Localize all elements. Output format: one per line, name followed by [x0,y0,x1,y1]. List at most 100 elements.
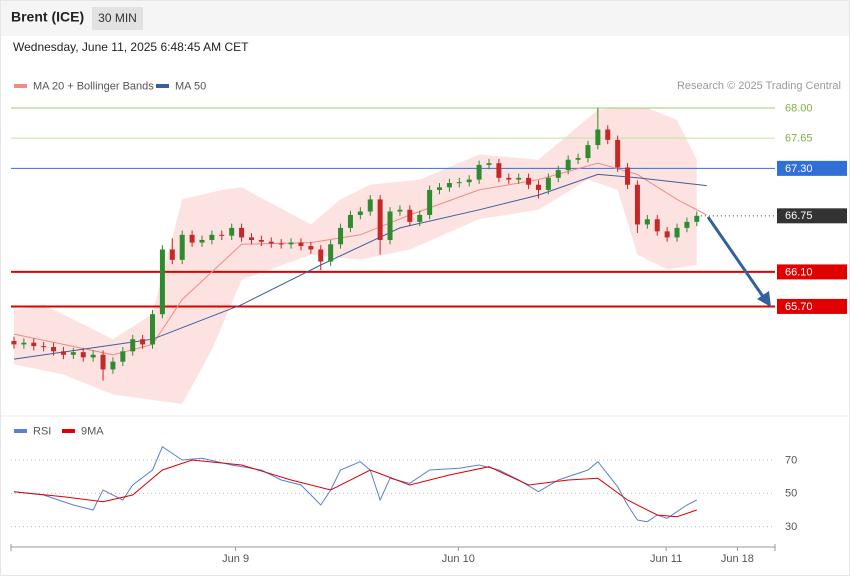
candle-body [545,177,551,190]
candle-body [575,158,581,160]
candle-body [516,177,522,180]
candle-body [377,199,383,240]
candle-body [150,314,156,345]
bollinger-band [14,107,697,405]
rsi-line [13,445,698,523]
rsi-line [13,459,697,518]
y-tick-label: 30 [785,521,797,533]
candle-body [209,234,215,240]
level-box [777,264,847,280]
candle-body [437,187,443,190]
candle-body [268,241,274,244]
candle-body [140,339,146,345]
candle-body [565,159,571,171]
legend-label: RSI [33,425,51,437]
candle-body [466,179,472,183]
candle-body [318,249,324,262]
candle-body [51,347,57,352]
legend-swatch [14,429,27,433]
candle-body [476,164,482,180]
candle-body [179,234,185,260]
candle-body [417,214,423,222]
level-box [777,160,847,176]
candle-body [90,354,96,358]
level-box [777,298,847,314]
candle-body [585,145,591,158]
candle-body [347,214,353,228]
candle-body [288,242,294,245]
candle-body [456,182,462,184]
candle-body [258,239,264,242]
candle-body [654,219,660,232]
candle-body [664,231,670,238]
candle-body [169,249,175,260]
candle-body [308,246,314,250]
forecast-arrow [706,216,766,299]
level-label: 65.70 [785,301,813,313]
candle-body [496,163,502,178]
candle-body [278,243,284,245]
candle-body [11,340,17,345]
candle-body [357,211,363,215]
candle-body [397,209,403,212]
y-tick-label: 50 [785,488,797,500]
candle-body [199,239,205,243]
timestamp: Wednesday, June 11, 2025 6:48:45 AM CET [13,40,249,54]
candle-body [486,163,492,165]
level-label: 67.65 [785,133,813,145]
x-tick-label: Jun 9 [222,553,249,565]
x-tick-label: Jun 11 [650,553,682,565]
candle-body [60,351,66,355]
candle-body [595,129,601,146]
title: Brent (ICE) [11,9,84,25]
candle-body [367,199,373,212]
timeframe: 30 MIN [98,11,137,25]
candle-body [446,183,452,188]
candle-body [674,227,680,238]
candle-body [189,234,195,243]
candle-body [239,227,245,238]
candle-body [684,221,690,228]
candle-body [526,177,532,185]
candle-body [407,209,413,222]
candle-body [298,242,304,247]
timeframe-box [92,7,143,30]
candle-body [644,219,650,225]
candle-body [219,234,225,236]
x-tick-label: Jun 18 [721,553,754,565]
legend-swatch [62,429,75,433]
forecast-arrowhead [757,291,771,307]
candle-body [70,352,76,355]
candle-body [229,227,235,236]
candle-body [634,184,640,225]
level-box [777,208,847,224]
level-label: 68.00 [785,102,813,114]
level-label: 66.10 [785,266,813,278]
candle-body [387,211,393,240]
candle-body [80,352,86,358]
candle-body [31,342,37,347]
candle-body [615,139,621,168]
overlay-line [13,162,707,356]
overlay-line [13,173,707,360]
candle-body [427,189,433,215]
candle-body [41,346,47,348]
candle-body [535,184,541,190]
legend-swatch [156,84,169,88]
candle-body [338,227,344,245]
level-label: 67.30 [785,163,813,175]
candle-body [555,170,561,178]
legend-label: MA 20 + Bollinger Bands [33,80,154,92]
legend-label: MA 50 [175,80,206,92]
candle-body [120,351,126,362]
candle-body [328,244,334,262]
legend-swatch [14,84,27,88]
legend-label: 9MA [81,425,104,437]
candle-body [100,354,106,370]
candle-body [605,129,611,140]
candle-body [248,237,254,240]
attribution: Research © 2025 Trading Central [677,80,841,92]
x-tick-label: Jun 10 [442,553,475,565]
